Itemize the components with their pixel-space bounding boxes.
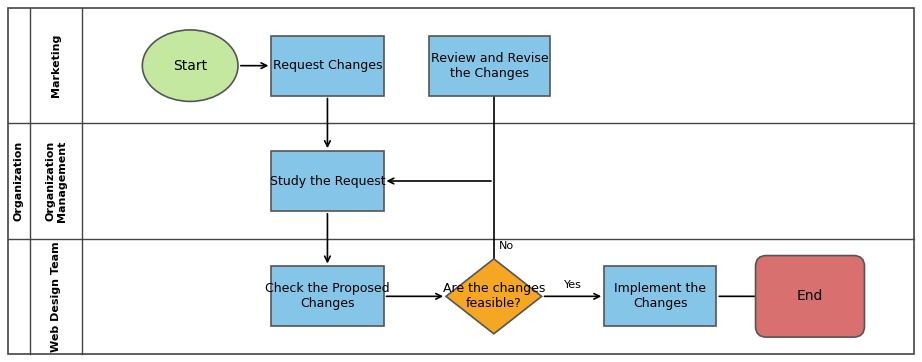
Text: Request Changes: Request Changes	[273, 59, 383, 72]
Text: Are the changes
feasible?: Are the changes feasible?	[443, 282, 545, 310]
Text: Start: Start	[173, 59, 207, 73]
Text: Organization: Organization	[14, 141, 24, 221]
Text: Yes: Yes	[564, 280, 582, 290]
Polygon shape	[446, 259, 542, 334]
Text: Check the Proposed
Changes: Check the Proposed Changes	[266, 282, 390, 310]
FancyBboxPatch shape	[271, 266, 384, 326]
Ellipse shape	[142, 30, 238, 101]
Text: Review and Revise
the Changes: Review and Revise the Changes	[431, 52, 549, 80]
FancyBboxPatch shape	[430, 36, 550, 96]
Text: Study the Request: Study the Request	[269, 174, 385, 188]
FancyBboxPatch shape	[755, 256, 865, 337]
Text: Implement the
Changes: Implement the Changes	[614, 282, 706, 310]
Text: End: End	[797, 289, 823, 303]
FancyBboxPatch shape	[604, 266, 716, 326]
Text: Organization
Management: Organization Management	[45, 140, 66, 222]
Text: No: No	[499, 241, 514, 251]
FancyBboxPatch shape	[271, 151, 384, 211]
Text: Web Design Team: Web Design Team	[51, 241, 61, 352]
Text: Marketing: Marketing	[51, 34, 61, 97]
FancyBboxPatch shape	[271, 36, 384, 96]
